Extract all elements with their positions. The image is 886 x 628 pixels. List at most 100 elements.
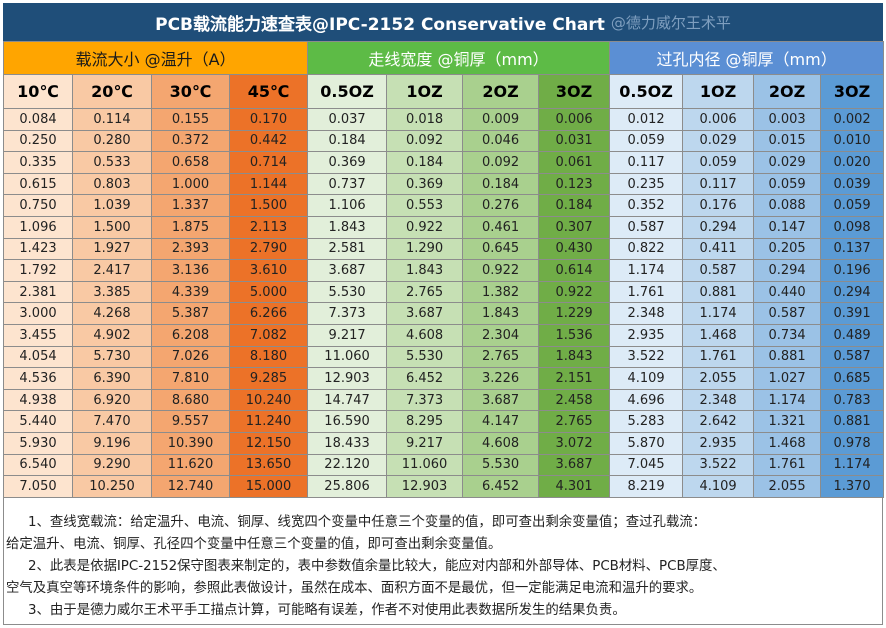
cell-current: 12.150 [228,431,309,455]
cell-via: 0.029 [682,129,755,153]
group-header-trace-width: 走线宽度 @铜厚（mm） [307,41,611,75]
cell-trace: 0.184 [307,129,388,153]
cell-trace: 0.307 [538,215,611,239]
cell-trace: 2.765 [462,345,540,369]
cell-trace: 2.765 [538,410,611,433]
cell-trace: 3.687 [386,302,464,325]
table-row: 5.440 7.470 9.557 11.240 16.590 8.295 4.147 2.7… [3,410,885,433]
cell-via: 0.440 [753,280,822,304]
cell-current: 0.114 [72,108,152,131]
column-header-via: 3OZ [820,74,885,109]
cell-trace: 0.922 [386,215,464,239]
cell-current: 2.393 [151,237,230,261]
cell-trace: 2.581 [307,237,388,261]
cell-trace: 0.092 [462,151,540,174]
column-header-via: 0.5OZ [609,74,684,109]
cell-via: 0.978 [820,431,885,455]
cell-current: 4.268 [72,302,152,325]
cell-trace: 7.373 [386,388,464,412]
cell-current: 4.902 [72,323,152,347]
cell-trace: 12.903 [307,367,388,390]
table-row: 1.423 1.927 2.393 2.790 2.581 1.290 0.645 0.430… [3,237,885,261]
cell-trace: 8.295 [386,410,464,433]
cell-via: 0.020 [820,151,885,174]
cell-via: 0.117 [609,151,684,174]
cell-current: 0.658 [151,151,230,174]
cell-trace: 11.060 [386,453,464,477]
cell-trace: 0.922 [538,280,611,304]
cell-trace: 0.031 [538,129,611,153]
cell-trace: 3.072 [538,431,611,455]
cell-trace: 0.123 [538,172,611,196]
cell-via: 7.045 [609,453,684,477]
cell-current: 7.810 [151,367,230,390]
column-header-current: 20℃ [72,74,152,109]
cell-trace: 3.226 [462,367,540,390]
cell-trace: 7.373 [307,302,388,325]
cell-via: 0.881 [820,410,885,433]
group-header-current: 载流大小 @温升（A） [2,41,309,75]
cell-trace: 0.184 [538,194,611,217]
cell-via: 0.098 [820,215,885,239]
cell-trace: 1.843 [538,345,611,369]
table-row: 4.536 6.390 7.810 9.285 12.903 6.452 3.226 2.15… [3,367,885,390]
table-row: 0.084 0.114 0.155 0.170 0.037 0.018 0.009 0.006… [3,108,885,131]
cell-current: 5.730 [72,345,152,369]
cell-current: 4.938 [3,388,73,412]
table-row: 1.792 2.417 3.136 3.610 3.687 1.843 0.922 0.614… [3,259,885,282]
note-2-line-1: 2、此表是依据IPC-2152保守图表来制定的，表中参数值余量比较大，能应对内部… [28,559,726,574]
cell-trace: 6.452 [462,475,540,498]
group-header-via-diameter: 过孔内径 @铜厚（mm） [609,41,885,75]
cell-trace: 5.530 [307,280,388,304]
cell-current: 11.620 [151,453,230,477]
cell-trace: 2.304 [462,323,540,347]
cell-via: 0.411 [682,237,755,261]
cell-via: 1.174 [820,453,885,477]
cell-current: 3.000 [3,302,73,325]
cell-trace: 0.006 [538,108,611,131]
cell-via: 0.196 [820,259,885,282]
cell-via: 0.059 [753,172,822,196]
cell-trace: 1.229 [538,302,611,325]
cell-via: 1.174 [753,388,822,412]
cell-via: 4.109 [682,475,755,498]
cell-current: 7.026 [151,345,230,369]
cell-trace: 0.018 [386,108,464,131]
cell-trace: 0.737 [307,172,388,196]
cell-via: 0.176 [682,194,755,217]
cell-trace: 4.147 [462,410,540,433]
cell-current: 13.650 [228,453,309,477]
cell-trace: 0.184 [462,172,540,196]
cell-trace: 4.608 [462,431,540,455]
cell-via: 1.468 [753,431,822,455]
cell-current: 7.470 [72,410,152,433]
column-header-current: 45℃ [228,74,309,109]
cell-trace: 1.843 [462,302,540,325]
cell-current: 8.180 [228,345,309,369]
cell-trace: 2.458 [538,388,611,412]
cell-current: 7.050 [3,475,73,498]
cell-via: 0.029 [753,151,822,174]
cell-trace: 3.687 [538,453,611,477]
cell-trace: 9.217 [307,323,388,347]
cell-via: 0.685 [820,367,885,390]
cell-current: 0.615 [3,172,73,196]
cell-current: 0.155 [151,108,230,131]
cell-current: 5.000 [228,280,309,304]
cell-current: 6.266 [228,302,309,325]
column-header-current: 10℃ [3,74,73,109]
group-header-row: 载流大小 @温升（A） 走线宽度 @铜厚（mm） 过孔内径 @铜厚（mm） [2,41,885,75]
cell-via: 0.587 [753,302,822,325]
cell-current: 10.250 [72,475,152,498]
cell-via: 0.783 [820,388,885,412]
cell-trace: 5.530 [462,453,540,477]
cell-current: 0.170 [228,108,309,131]
cell-trace: 2.151 [538,367,611,390]
cell-current: 1.039 [72,194,152,217]
table-row: 4.054 5.730 7.026 8.180 11.060 5.530 2.765 1.84… [3,345,885,369]
cell-trace: 14.747 [307,388,388,412]
column-header-trace: 2OZ [462,74,540,109]
cell-current: 1.144 [228,172,309,196]
cell-via: 1.468 [682,323,755,347]
cell-trace: 0.009 [462,108,540,131]
